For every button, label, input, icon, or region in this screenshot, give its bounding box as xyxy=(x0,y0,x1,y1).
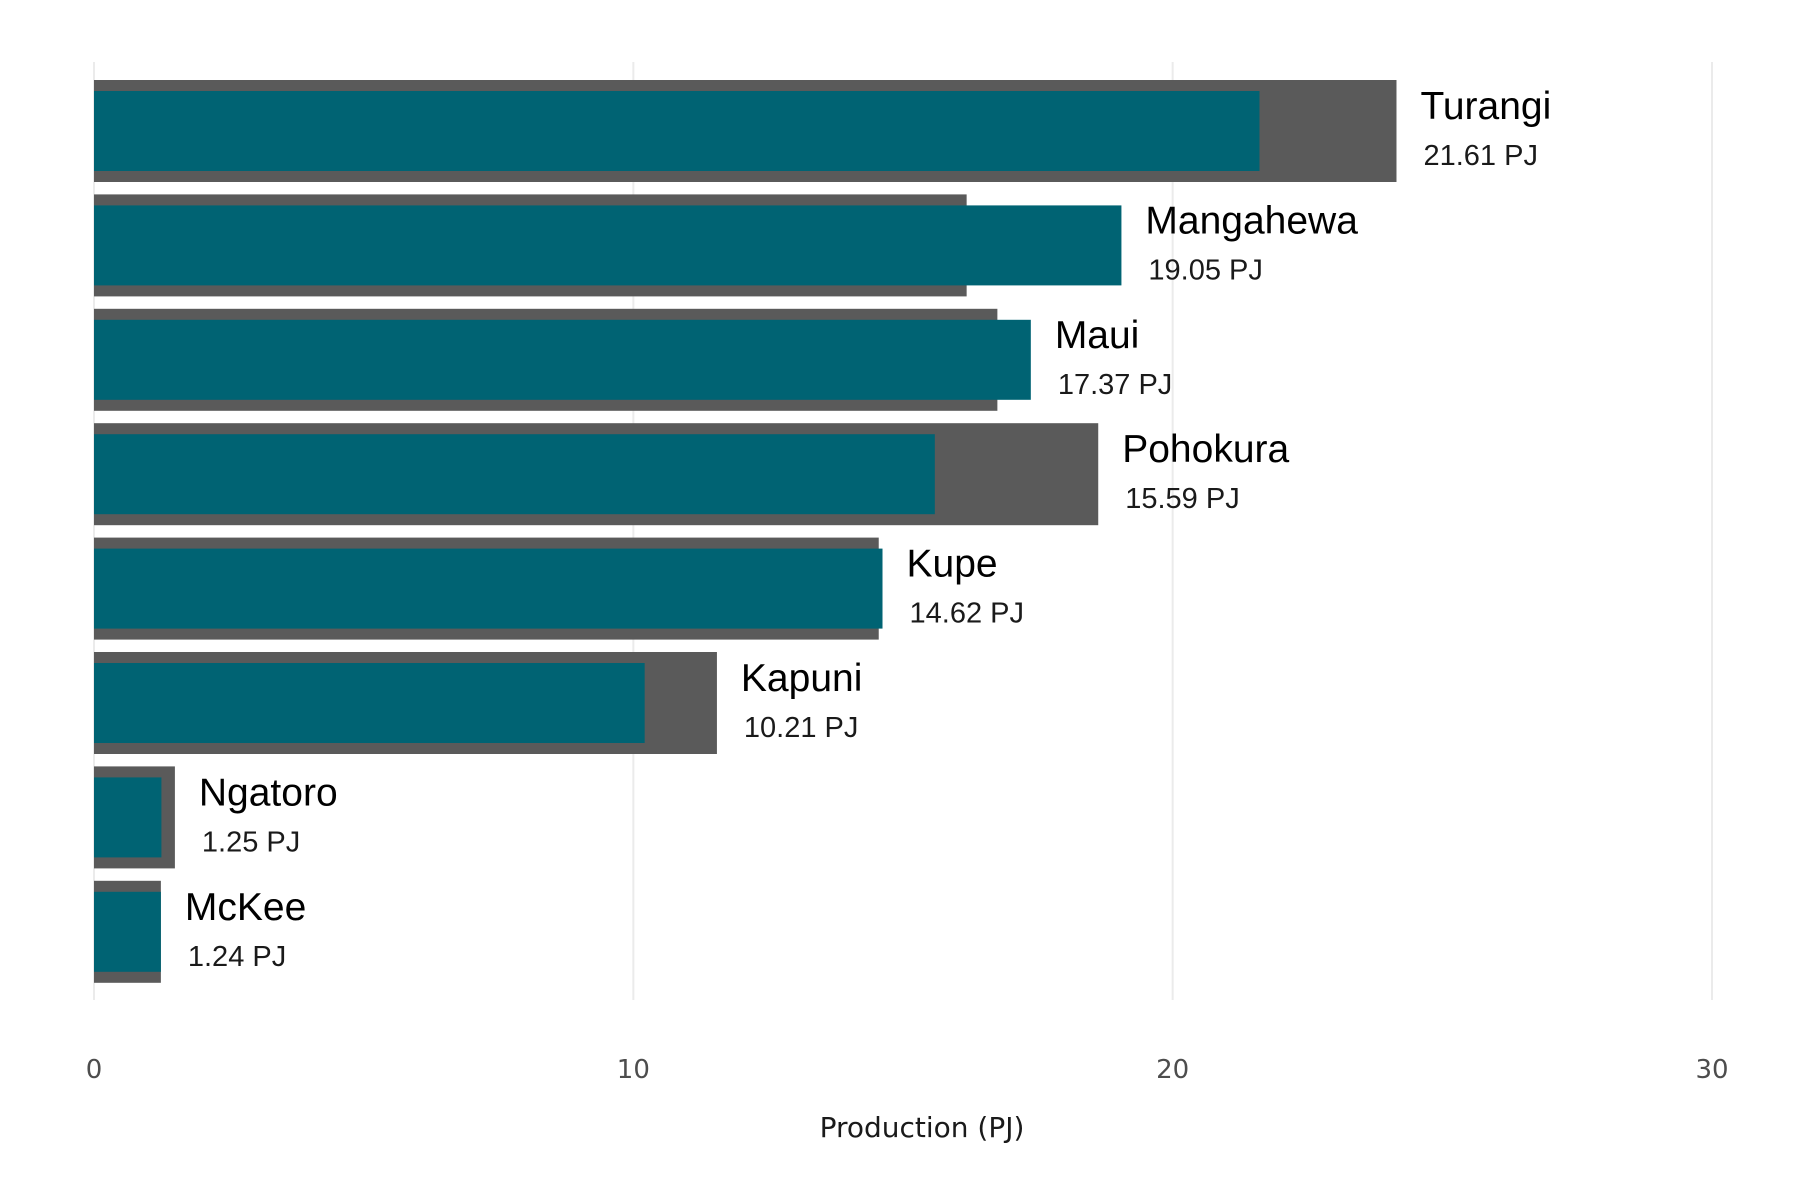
bar-front xyxy=(94,205,1122,286)
bar-category-label: Kupe xyxy=(907,543,998,586)
bar-category-label: McKee xyxy=(185,886,306,929)
bar-value-label: 17.37 PJ xyxy=(1058,369,1172,401)
bar-front xyxy=(94,319,1031,400)
bar-value-label: 1.25 PJ xyxy=(202,826,300,858)
bar-category-label: Kapuni xyxy=(741,657,862,700)
bar-value-label: 19.05 PJ xyxy=(1148,254,1262,286)
bars xyxy=(94,80,1397,983)
bar-category-label: Turangi xyxy=(1420,85,1551,128)
bar-value-label: 10.21 PJ xyxy=(744,712,858,744)
x-tick-label: 0 xyxy=(86,1055,103,1085)
bar-value-label: 14.62 PJ xyxy=(910,598,1024,630)
bar-category-label: Maui xyxy=(1055,314,1140,357)
x-tick-label: 20 xyxy=(1156,1055,1189,1085)
bar-category-label: Ngatoro xyxy=(199,771,338,814)
bar-front xyxy=(94,548,883,629)
bar-front xyxy=(94,91,1260,171)
bar-front xyxy=(94,434,935,515)
bar-front xyxy=(94,777,162,858)
x-tick-label: 30 xyxy=(1695,1055,1728,1085)
bar-value-label: 21.61 PJ xyxy=(1423,140,1537,172)
bar-value-label: 1.24 PJ xyxy=(188,941,286,973)
bar-category-label: Pohokura xyxy=(1122,428,1289,471)
x-tick-label: 10 xyxy=(617,1055,650,1085)
bar-front xyxy=(94,663,645,743)
bar-value-label: 15.59 PJ xyxy=(1125,483,1239,515)
x-axis-title: Production (PJ) xyxy=(820,1111,1025,1144)
bar-category-label: Mangahewa xyxy=(1145,199,1358,242)
x-axis-ticks: 0 10 20 30 xyxy=(86,1055,1729,1085)
bar-front xyxy=(94,891,161,972)
